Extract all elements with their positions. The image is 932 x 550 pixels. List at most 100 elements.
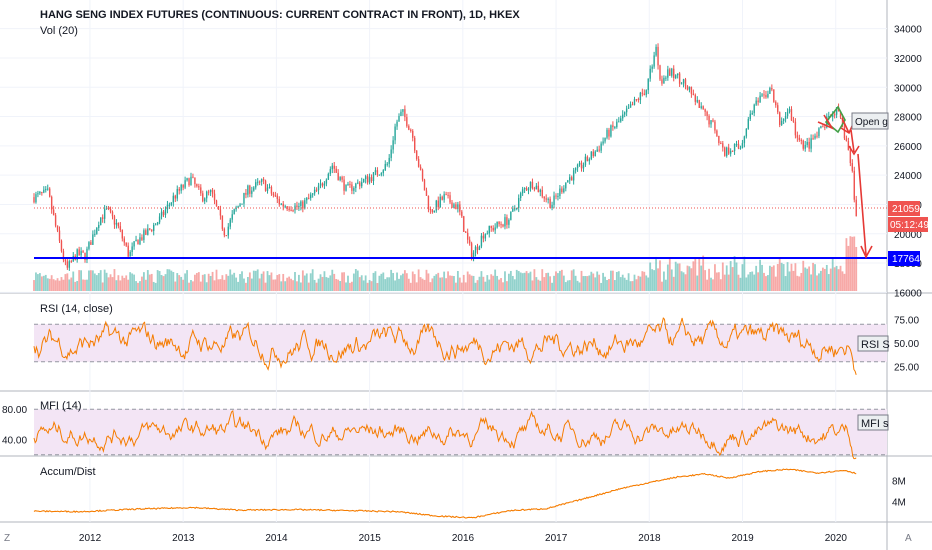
volume-bar	[806, 268, 809, 291]
candle-body	[718, 135, 720, 144]
candle-body	[327, 173, 330, 180]
volume-bar	[331, 269, 334, 291]
candle-body	[421, 169, 424, 180]
auto-scale-button[interactable]: A	[905, 533, 912, 544]
volume-bar	[382, 272, 385, 291]
volume-bar	[209, 275, 212, 291]
candle-body	[818, 128, 820, 137]
volume-bar	[42, 275, 45, 291]
volume-bar	[405, 273, 408, 291]
volume-bar	[814, 264, 816, 291]
candle-body	[111, 211, 114, 217]
volume-bar	[453, 276, 455, 291]
mfi-tag-box[interactable]	[857, 414, 889, 431]
candle-body	[651, 66, 653, 69]
candle-body	[333, 165, 335, 169]
candle-body	[52, 209, 55, 216]
candle-body	[555, 195, 557, 197]
volume-bar	[347, 275, 349, 291]
annotation-arrows[interactable]	[817, 105, 873, 259]
volume-bar	[672, 276, 675, 291]
zoom-corner-button[interactable]: Z	[4, 533, 10, 544]
volume-bar	[113, 269, 116, 291]
mfi-pane[interactable]	[33, 408, 887, 460]
candle-body	[504, 217, 506, 227]
volume-bar	[168, 269, 171, 291]
candle-body	[233, 209, 235, 215]
volume-bar	[313, 279, 316, 291]
volume-bar	[629, 281, 632, 291]
volume-bar	[394, 280, 396, 291]
candle-body	[335, 168, 337, 173]
volume-bar	[303, 275, 306, 291]
volume-bar	[651, 269, 654, 291]
volume-bar	[351, 281, 353, 291]
price-candles[interactable]	[33, 43, 857, 271]
volume-bar	[141, 276, 143, 291]
accum-dist-pane[interactable]	[33, 468, 857, 519]
candle-body	[198, 186, 200, 188]
candle-body	[76, 249, 78, 260]
candle-body	[396, 121, 398, 127]
volume-bar	[602, 272, 604, 291]
candle-body	[667, 69, 669, 78]
mfi-title: MFI (14)	[40, 400, 82, 412]
candle-body	[674, 75, 677, 79]
candle-body	[231, 214, 233, 220]
open-label-box[interactable]	[851, 112, 889, 130]
candle-body	[810, 138, 812, 149]
candle-body	[592, 151, 594, 157]
candle-body	[337, 172, 339, 181]
candle-body	[565, 182, 567, 189]
candle-body	[771, 87, 773, 90]
volume-bar	[80, 270, 82, 291]
candle-body	[498, 221, 500, 225]
volume-bar	[641, 271, 644, 291]
candle-body	[329, 169, 332, 174]
candle-body	[794, 121, 797, 136]
candle-body	[149, 228, 151, 230]
candle-body	[596, 149, 598, 152]
candle-body	[429, 209, 432, 211]
volume-bar	[272, 279, 275, 291]
candle-body	[39, 192, 41, 194]
volume-bar	[645, 275, 648, 291]
volume-bar	[392, 273, 395, 291]
candle-body	[726, 147, 728, 156]
candle-body	[557, 195, 559, 197]
volume-bar	[97, 273, 100, 291]
volume-bar	[604, 276, 606, 291]
candle-body	[653, 55, 655, 67]
volume-bar	[753, 274, 756, 291]
volume-bar	[35, 272, 37, 291]
volume-bar	[166, 269, 169, 291]
candle-body	[786, 111, 789, 117]
candle-body	[361, 182, 363, 187]
candle-body	[549, 198, 551, 209]
x-tick-label: 2014	[265, 533, 288, 544]
volume-bar	[62, 279, 65, 291]
volume-bar	[502, 282, 504, 291]
candle-body	[519, 193, 522, 199]
volume-bar	[690, 268, 693, 291]
volume-bar	[246, 277, 249, 291]
candle-body	[673, 68, 675, 79]
volume-bar	[647, 277, 650, 291]
volume-bar	[266, 271, 269, 291]
candle-body	[262, 179, 265, 181]
volume-bar	[661, 281, 663, 291]
candle-body	[170, 202, 173, 205]
volume-bar	[527, 273, 530, 291]
volume-bar	[413, 274, 416, 291]
rsi-tag-box[interactable]	[857, 335, 889, 352]
candle-body	[659, 65, 661, 80]
volume-bar	[315, 282, 318, 291]
candle-body	[221, 215, 224, 229]
candle-body	[180, 184, 182, 191]
volume-bar	[551, 282, 553, 291]
candle-body	[107, 207, 110, 210]
volume-bar	[741, 264, 744, 291]
rsi-pane[interactable]	[33, 317, 887, 375]
volume-bar	[335, 278, 338, 291]
